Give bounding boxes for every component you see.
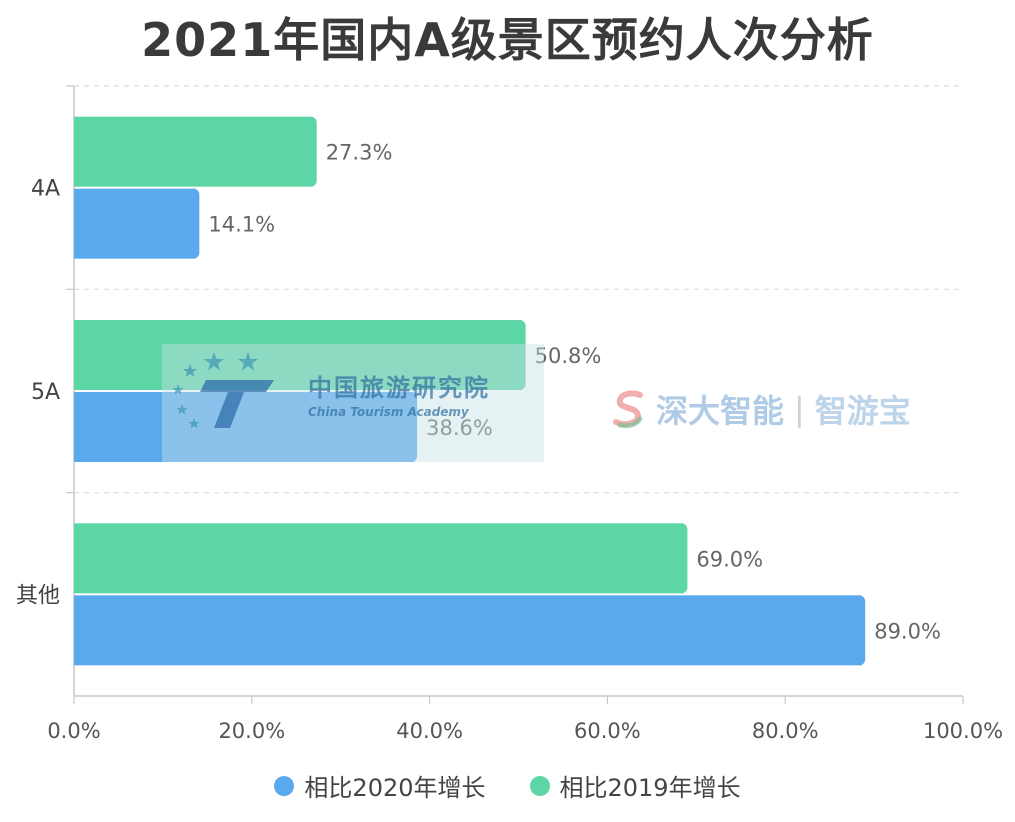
legend-label-2019: 相比2019年增长 bbox=[559, 774, 741, 802]
bar-2020 bbox=[74, 392, 414, 462]
x-tick-label: 80.0% bbox=[752, 719, 819, 743]
bar-2020 bbox=[74, 595, 862, 666]
bar-2020 bbox=[74, 188, 196, 259]
category-label: 5A bbox=[31, 380, 60, 405]
category-label: 4A bbox=[31, 177, 60, 202]
data-label: 69.0% bbox=[696, 547, 763, 571]
bar-end-2020 bbox=[187, 188, 200, 259]
data-label: 38.6% bbox=[426, 416, 493, 440]
bar-end-2019 bbox=[675, 523, 688, 594]
legend-dot-2019 bbox=[529, 775, 550, 796]
bar-end-2019 bbox=[513, 320, 526, 390]
x-tick-label: 0.0% bbox=[47, 719, 100, 743]
data-label: 27.3% bbox=[326, 141, 393, 165]
data-label: 14.1% bbox=[208, 213, 275, 237]
bar-chart: 0.0% 20.0% 40.0% 60.0% 80.0% 100.0% 4A 5A 其他 27.3… bbox=[16, 85, 1003, 743]
x-tick-label: 100.0% bbox=[923, 719, 1003, 743]
legend-item-2019[interactable]: 相比2019年增长 bbox=[529, 768, 741, 803]
bar-end-2020 bbox=[853, 595, 866, 666]
legend-label-2020: 相比2020年增长 bbox=[304, 774, 486, 802]
x-tick-label: 40.0% bbox=[396, 719, 463, 743]
legend: 相比2020年增长 相比2019年增长 bbox=[0, 768, 1015, 803]
data-label: 89.0% bbox=[874, 619, 941, 643]
bar-2019 bbox=[74, 116, 313, 187]
bar-2019 bbox=[74, 523, 684, 594]
bar-end-2019 bbox=[304, 116, 317, 187]
chart-title: 2021年国内A级景区预约人次分析 bbox=[141, 13, 874, 67]
category-label: 其他 bbox=[16, 583, 60, 608]
x-tick-label: 20.0% bbox=[218, 719, 285, 743]
data-label: 50.8% bbox=[535, 344, 602, 368]
legend-item-2020[interactable]: 相比2020年增长 bbox=[274, 768, 486, 803]
bar-end-2020 bbox=[405, 392, 418, 462]
legend-dot-2020 bbox=[274, 775, 295, 796]
bar-2019 bbox=[74, 320, 522, 390]
x-tick-label: 60.0% bbox=[574, 719, 641, 743]
